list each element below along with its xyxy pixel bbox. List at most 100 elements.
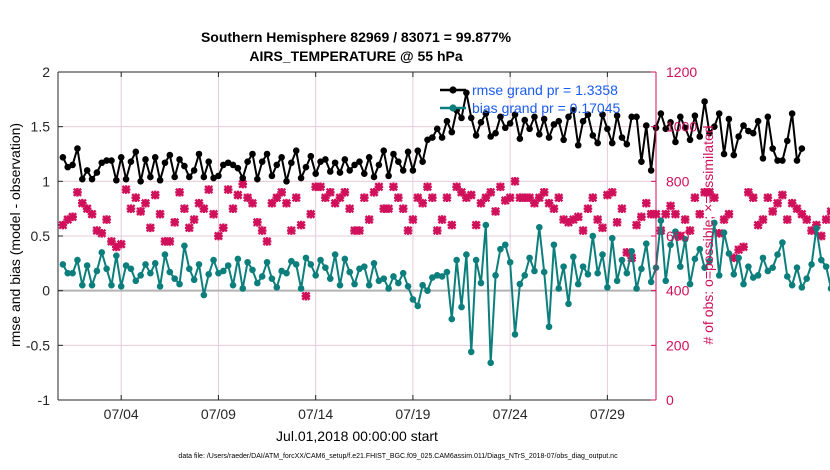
bias-point <box>127 265 135 273</box>
bias-point <box>360 263 368 270</box>
rmse-point <box>108 157 115 164</box>
bias-point <box>706 257 713 265</box>
bias-point <box>370 260 378 267</box>
rmse-point <box>370 173 378 181</box>
rmse-point <box>725 115 733 123</box>
obs-assimilated-marker <box>510 176 520 186</box>
rmse-point <box>774 157 781 164</box>
obs-assimilated-marker <box>131 193 141 203</box>
rmse-point <box>677 113 684 121</box>
bias-point <box>64 269 72 277</box>
rmse-point <box>307 152 315 160</box>
obs-assimilated-marker <box>544 198 554 208</box>
bias-point <box>531 267 538 275</box>
bias-point <box>798 284 806 291</box>
bias-point <box>754 272 762 279</box>
bias-point <box>623 269 631 277</box>
rmse-point <box>667 118 674 126</box>
rmse-point <box>399 167 407 174</box>
rmse-point <box>711 123 718 130</box>
obs-assimilated-marker <box>525 193 535 203</box>
rmse-point <box>385 172 392 180</box>
rmse-point <box>88 175 96 183</box>
rmse-point <box>438 134 446 141</box>
rmse-point <box>545 134 553 141</box>
obs-assimilated-marker <box>461 193 471 203</box>
bias-point <box>584 270 592 278</box>
rmse-point <box>448 128 456 136</box>
rmse-point <box>181 162 188 170</box>
rmse-point <box>706 129 713 137</box>
rmse-point <box>642 122 650 129</box>
bias-point <box>604 284 611 291</box>
bias-point <box>132 277 140 285</box>
rmse-point <box>511 111 519 118</box>
obs-assimilated-marker <box>145 223 155 233</box>
bias-point <box>711 219 718 227</box>
bias-point <box>725 250 733 257</box>
obs-assimilated-marker <box>107 237 116 246</box>
obs-assimilated-marker <box>393 193 403 203</box>
bias-point <box>302 254 310 262</box>
bias-point <box>511 331 519 338</box>
obs-assimilated-marker <box>369 187 379 197</box>
bias-point <box>380 275 388 282</box>
bias-point <box>691 255 699 263</box>
obs-assimilated-marker <box>291 193 301 203</box>
rmse-point <box>409 167 417 174</box>
obs-assimilated-marker <box>685 226 695 235</box>
obs-assimilated-marker <box>709 193 719 203</box>
bias-point <box>565 300 572 308</box>
obs-assimilated-marker <box>427 193 437 203</box>
y-tick-label-left: 0 <box>42 283 50 299</box>
bias-point <box>283 269 290 277</box>
obs-assimilated-marker <box>598 223 607 233</box>
rmse-point <box>759 155 767 162</box>
rmse-point <box>142 156 149 163</box>
obs-assimilated-marker <box>175 187 184 197</box>
obs-assimilated-marker <box>252 217 262 227</box>
legend-bias-label: bias grand pr = 0.17045 <box>472 100 620 116</box>
obs-assimilated-marker <box>452 182 462 192</box>
bias-point <box>681 235 689 243</box>
obs-assimilated-marker <box>568 215 578 225</box>
bias-point <box>759 254 767 262</box>
rmse-point <box>798 145 806 152</box>
bias-point <box>779 239 786 246</box>
bias-point <box>589 232 597 240</box>
bias-point <box>740 280 747 288</box>
bias-point <box>628 248 635 255</box>
obs-assimilated-marker <box>204 185 214 194</box>
bias-point <box>176 280 183 288</box>
obs-assimilated-marker <box>530 198 539 208</box>
bias-point <box>346 268 354 276</box>
bias-point <box>234 255 242 263</box>
bias-point <box>229 281 237 289</box>
bias-point <box>93 267 101 275</box>
bias-point <box>608 234 616 242</box>
rmse-point <box>390 150 397 158</box>
obs-assimilated-marker <box>792 204 802 214</box>
bias-point <box>171 275 178 282</box>
rmse-point <box>360 170 368 177</box>
rmse-point <box>696 133 704 140</box>
rmse-point <box>336 169 344 176</box>
rmse-point <box>171 173 178 181</box>
rmse-point <box>156 176 164 184</box>
rmse-point <box>764 113 772 121</box>
rmse-point <box>365 153 373 161</box>
bias-point <box>297 285 305 292</box>
bias-point <box>545 323 553 331</box>
obs-assimilated-marker <box>160 237 170 246</box>
bias-point <box>686 280 694 288</box>
y-axis-label-left: rmse and bias (model - observation) <box>7 123 23 347</box>
rmse-point <box>657 110 665 117</box>
rmse-point <box>482 110 490 117</box>
rmse-point <box>117 153 125 161</box>
bias-point <box>482 221 490 229</box>
obs-assimilated-marker <box>354 226 364 235</box>
obs-assimilated-marker <box>734 245 744 255</box>
bias-point <box>424 287 431 294</box>
bias-point <box>263 258 271 266</box>
